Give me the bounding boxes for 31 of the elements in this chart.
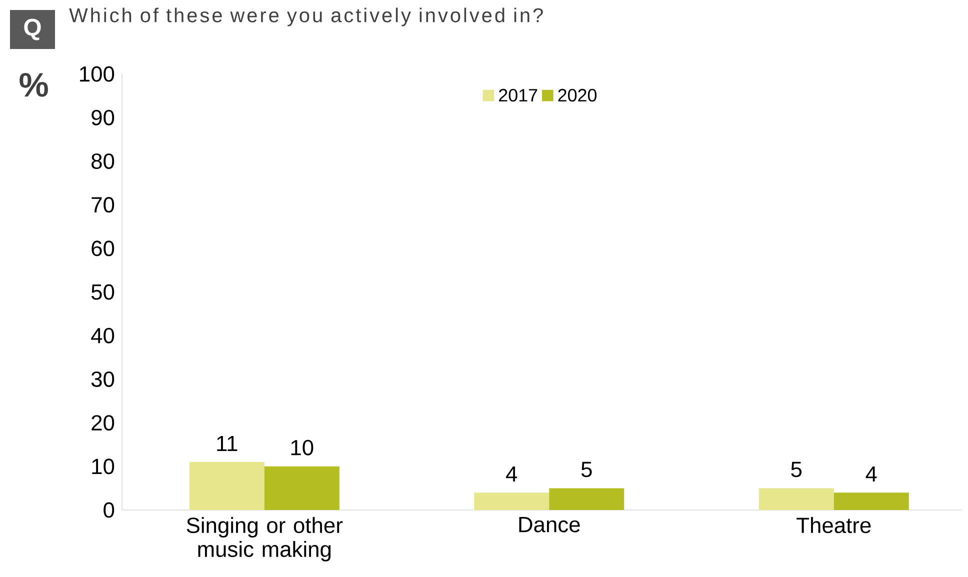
x-tick-label: Singing or other music making <box>186 517 343 562</box>
y-tick-label: 40 <box>91 328 114 344</box>
chart-title: Which of these were you actively involved in? <box>69 8 543 26</box>
bar <box>834 492 909 510</box>
data-label: 4 <box>506 466 518 482</box>
y-tick-label: 20 <box>92 415 114 431</box>
bar <box>549 488 624 510</box>
legend-label: 2020 <box>558 88 597 102</box>
y-axis-title: % <box>20 72 48 97</box>
data-label: 10 <box>291 440 314 456</box>
y-tick-label: 10 <box>92 458 114 474</box>
bar <box>758 488 834 510</box>
y-tick-label: 100 <box>80 66 114 82</box>
data-label: 11 <box>217 436 238 451</box>
x-tick-label: Theatre <box>796 517 871 534</box>
data-label: 5 <box>581 462 592 478</box>
text: Q <box>24 18 41 40</box>
y-tick-label: 80 <box>92 153 114 169</box>
legend-label: 2017 <box>499 88 538 102</box>
bar <box>474 492 550 510</box>
y-tick-label: 50 <box>91 284 114 300</box>
y-tick-label: 60 <box>92 240 114 256</box>
data-label: 5 <box>791 462 802 478</box>
y-tick-label: 30 <box>91 371 114 387</box>
y-tick-label: 70 <box>92 197 114 213</box>
x-tick-label: Dance <box>519 517 580 532</box>
bar <box>264 466 340 510</box>
y-tick-label: 0 <box>104 502 114 518</box>
data-label: 4 <box>866 466 877 482</box>
bar <box>189 462 264 510</box>
y-tick-label: 90 <box>92 110 114 126</box>
